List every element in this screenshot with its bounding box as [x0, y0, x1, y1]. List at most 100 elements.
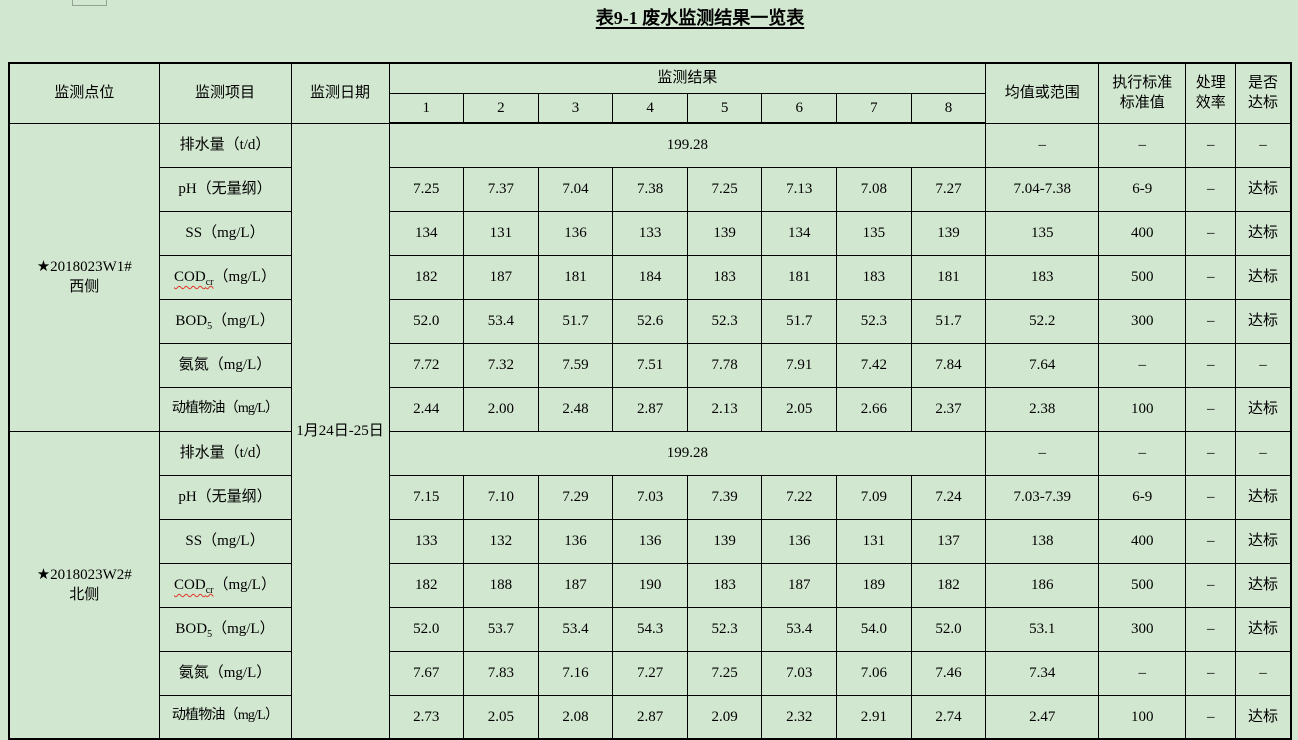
cell-result: 7.24 — [910, 474, 987, 520]
cell-mean-or-range: – — [985, 122, 1100, 168]
cell-result: 136 — [612, 518, 688, 564]
cell-monitoring-point: ★2018023W2# 北侧 — [8, 430, 160, 740]
cell-result: 54.3 — [612, 606, 688, 652]
cell-monitoring-item: pH（无量纲） — [158, 166, 292, 212]
subscript: cr — [205, 584, 214, 596]
cell-result: 7.67 — [388, 650, 465, 696]
cell-compliance: 达标 — [1235, 166, 1292, 212]
cell-result: 7.29 — [537, 474, 614, 520]
col-header-result-5: 5 — [686, 92, 763, 124]
col-header-result-4: 4 — [612, 92, 688, 124]
cell-result: 139 — [686, 210, 763, 256]
cell-result: 7.09 — [836, 474, 912, 520]
cell-treatment-efficiency: – — [1185, 430, 1237, 476]
cell-result: 7.37 — [463, 166, 539, 212]
cell-result: 2.13 — [686, 386, 763, 432]
cell-result: 7.25 — [686, 650, 763, 696]
cell-mean-or-range: 53.1 — [985, 606, 1100, 652]
col-header-result-7: 7 — [836, 92, 912, 124]
cell-mean-or-range: 7.34 — [985, 650, 1100, 696]
cell-result: 183 — [686, 254, 763, 300]
cell-result: 190 — [612, 562, 688, 608]
cell-standard-value: 6-9 — [1098, 166, 1187, 212]
cell-result: 184 — [612, 254, 688, 300]
cell-compliance: 达标 — [1235, 386, 1292, 432]
cell-result: 52.0 — [388, 298, 465, 344]
cell-treatment-efficiency: – — [1185, 518, 1237, 564]
cell-standard-value: – — [1098, 342, 1187, 388]
cell-result: 7.78 — [686, 342, 763, 388]
cell-monitoring-point: ★2018023W1# 西侧 — [8, 122, 160, 432]
col-header-monitoring-item: 监测项目 — [158, 62, 292, 124]
cell-result: 7.16 — [537, 650, 614, 696]
cell-result: 133 — [612, 210, 688, 256]
cell-result: 2.87 — [612, 694, 688, 740]
subscript: 5 — [207, 320, 213, 332]
col-header-result-1: 1 — [388, 92, 465, 124]
cell-mean-or-range: 7.64 — [985, 342, 1100, 388]
cell-treatment-efficiency: – — [1185, 650, 1237, 696]
cell-result: 2.74 — [910, 694, 987, 740]
cell-mean-or-range: 135 — [985, 210, 1100, 256]
cell-result: 52.6 — [612, 298, 688, 344]
col-header-mean-or-range: 均值或范围 — [985, 62, 1100, 124]
cell-result: 2.44 — [388, 386, 465, 432]
cell-result: 2.37 — [910, 386, 987, 432]
cell-compliance: 达标 — [1235, 254, 1292, 300]
cell-result: 137 — [910, 518, 987, 564]
cell-standard-value: – — [1098, 122, 1187, 168]
cell-treatment-efficiency: – — [1185, 386, 1237, 432]
cell-compliance: – — [1235, 122, 1292, 168]
cell-result: 2.87 — [612, 386, 688, 432]
cell-monitoring-item: 氨氮（mg/L） — [158, 342, 292, 388]
cell-result: 54.0 — [836, 606, 912, 652]
cell-result: 7.25 — [686, 166, 763, 212]
col-header-monitoring-date: 监测日期 — [290, 62, 390, 124]
cell-monitoring-item: BOD5（mg/L） — [158, 606, 292, 652]
cell-standard-value: 500 — [1098, 254, 1187, 300]
col-header-monitoring-point: 监测点位 — [8, 62, 160, 124]
cell-result: 182 — [910, 562, 987, 608]
table-row: BOD5（mg/L） 52.0 53.7 53.4 54.3 52.3 53.4 54.0 52… — [9, 606, 1292, 652]
cell-compliance: 达标 — [1235, 210, 1292, 256]
cell-mean-or-range: 2.38 — [985, 386, 1100, 432]
table-row: pH（无量纲） 7.25 7.37 7.04 7.38 7.25 7.13 7.08 7.27 7… — [9, 166, 1292, 212]
cell-standard-value: 300 — [1098, 606, 1187, 652]
cell-monitoring-item: BOD5（mg/L） — [158, 298, 292, 344]
table-row: BOD5（mg/L） 52.0 53.4 51.7 52.6 52.3 51.7 52.3 51… — [9, 298, 1292, 344]
cell-result: 136 — [537, 210, 614, 256]
cell-result: 131 — [463, 210, 539, 256]
cell-result: 7.59 — [537, 342, 614, 388]
cell-result: 2.05 — [463, 694, 539, 740]
header-row-main: 监测点位 监测项目 监测日期 监测结果 均值或范围 执行标准 标准值 处理 效率… — [8, 62, 1292, 124]
cell-treatment-efficiency: – — [1185, 606, 1237, 652]
item-label-with-subscript: CODcr — [174, 576, 214, 596]
col-header-result-8: 8 — [910, 92, 987, 124]
cell-result: 7.84 — [910, 342, 987, 388]
col-header-monitoring-results: 监测结果 — [388, 62, 987, 94]
cell-compliance: – — [1235, 650, 1292, 696]
cell-standard-value: 400 — [1098, 210, 1187, 256]
cell-result: 2.91 — [836, 694, 912, 740]
cell-mean-or-range: 138 — [985, 518, 1100, 564]
table-row: SS（mg/L） 134 131 136 133 139 134 135 139 135 400– 达… — [9, 210, 1292, 256]
cell-result: 53.4 — [761, 606, 838, 652]
cell-standard-value: 6-9 — [1098, 474, 1187, 520]
subscript: cr — [205, 276, 214, 288]
cell-result: 139 — [910, 210, 987, 256]
col-header-result-2: 2 — [463, 92, 539, 124]
cell-result: 181 — [537, 254, 614, 300]
cell-result: 7.91 — [761, 342, 838, 388]
cell-result: 53.7 — [463, 606, 539, 652]
cell-result: 134 — [761, 210, 838, 256]
cell-treatment-efficiency: – — [1185, 166, 1237, 212]
cell-result: 2.09 — [686, 694, 763, 740]
cell-result: 7.83 — [463, 650, 539, 696]
cell-result: 52.0 — [388, 606, 465, 652]
subscript: 5 — [207, 628, 213, 640]
table-row: CODcr（mg/L） 182 188 187 190 183 187 189 182 186 50… — [9, 562, 1292, 608]
cell-compliance: 达标 — [1235, 518, 1292, 564]
cell-monitoring-date: 1月24日-25日 — [290, 122, 390, 740]
cell-result: 7.08 — [836, 166, 912, 212]
cell-compliance: – — [1235, 342, 1292, 388]
